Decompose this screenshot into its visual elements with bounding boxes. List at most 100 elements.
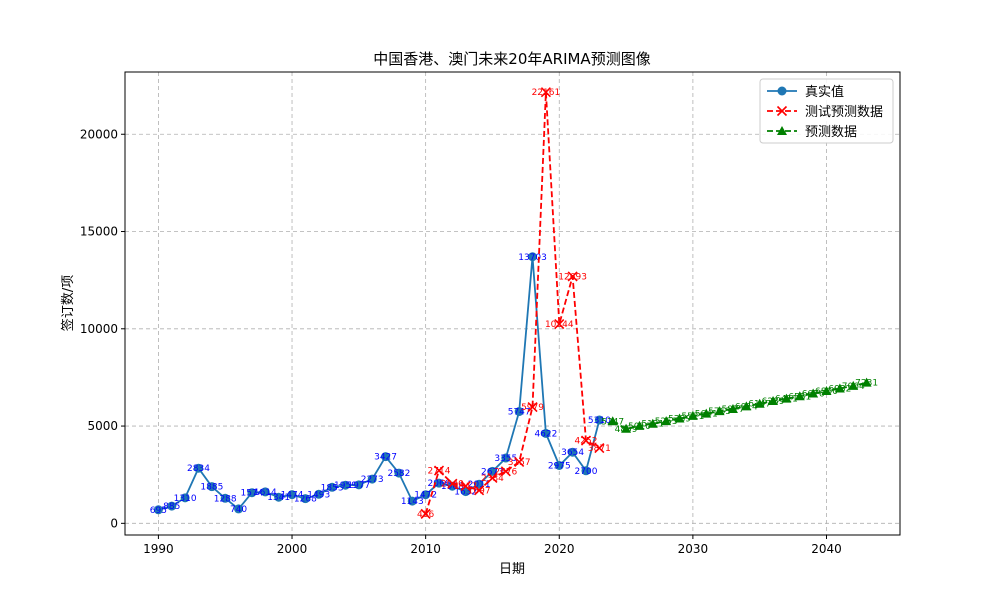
data-point: [433, 465, 445, 476]
data-point: [381, 452, 391, 462]
data-point: [327, 482, 337, 492]
data-label: 1341: [267, 493, 290, 503]
data-point: [220, 493, 230, 503]
data-label: 885: [163, 502, 180, 512]
data-point: [487, 472, 498, 483]
y-tick-label: 5000: [87, 419, 118, 433]
data-point: [554, 460, 564, 470]
data-point: [421, 490, 431, 500]
data-point: [727, 403, 738, 413]
data-label: 3157: [508, 458, 531, 468]
data-label: 4252: [575, 437, 598, 447]
data-label: 4622: [534, 429, 557, 439]
data-point: [808, 388, 819, 398]
data-point: [447, 478, 458, 489]
data-label: 1574: [240, 489, 263, 499]
data-label: 1908: [441, 482, 464, 492]
data-label: 1853: [321, 483, 344, 493]
data-label: 5010: [628, 422, 651, 432]
data-label: 5877: [722, 405, 745, 415]
data-label: 3871: [588, 444, 611, 454]
series-1: 6958851310283418851288740157416141341147…: [150, 252, 611, 516]
data-point: [247, 488, 257, 498]
data-point: [821, 386, 832, 396]
data-label: 2673: [481, 467, 504, 477]
data-label: 6531: [788, 392, 811, 402]
data-label: 1977: [347, 481, 370, 491]
data-label: 10244: [545, 320, 574, 330]
data-point: [861, 377, 872, 387]
data-label: 5389: [668, 414, 691, 424]
data-label: 5521: [681, 412, 704, 422]
data-label: 3355: [494, 454, 517, 464]
y-axis-label: 签订数/项: [60, 275, 76, 331]
data-point: [714, 406, 725, 416]
data-label: 2700: [575, 467, 598, 477]
y-tick-label: 20000: [80, 127, 118, 141]
data-label: 1268: [294, 495, 317, 505]
legend-label: 预测数据: [805, 125, 857, 140]
data-label: 5641: [695, 410, 718, 420]
series-3: 5247485950105121525353895521564157655877…: [601, 377, 878, 435]
data-point: [781, 393, 792, 403]
data-point: [367, 474, 377, 484]
data-label: 2582: [387, 469, 410, 479]
data-point: [568, 447, 578, 457]
data-label: 2011: [468, 480, 491, 490]
data-point: [474, 485, 485, 496]
data-label: 6147: [748, 400, 771, 410]
legend-box: [759, 78, 894, 144]
data-point: [541, 428, 551, 438]
data-point: [314, 489, 324, 499]
data-label: 2066: [428, 479, 451, 489]
data-label: 6676: [802, 389, 825, 399]
legend-label: 测试预测数据: [805, 105, 883, 120]
data-point: [768, 395, 779, 405]
data-point: [674, 413, 685, 423]
data-label: 6289: [762, 397, 785, 407]
y-tick-label: 15000: [80, 225, 118, 239]
data-label: 1310: [174, 494, 197, 504]
data-point: [634, 420, 645, 430]
data-point: [581, 466, 591, 476]
data-point: [487, 466, 497, 476]
plot-background: [125, 72, 900, 535]
data-label: 1143: [401, 497, 424, 507]
legend-label: 真实值: [805, 84, 844, 100]
data-point: [848, 380, 859, 390]
chart-title: 中国香港、澳门未来20年ARIMA预测图像: [373, 50, 650, 68]
data-label: 6014: [735, 402, 758, 412]
data-point: [167, 501, 177, 511]
data-label: 2975: [548, 461, 571, 471]
data-label: 1472: [414, 491, 437, 501]
data-point: [607, 416, 618, 426]
data-point: [340, 480, 350, 490]
y-tick-label: 0: [110, 516, 118, 530]
data-point: [207, 482, 217, 492]
data-point: [794, 391, 805, 401]
data-point: [500, 466, 511, 477]
data-point: [594, 415, 604, 425]
data-label: 6932: [828, 384, 851, 394]
data-point: [647, 418, 658, 428]
data-point: [501, 453, 511, 463]
data-label: 2676: [494, 467, 517, 477]
data-point: [394, 468, 404, 478]
data-point: [527, 401, 538, 413]
legend-marker: [776, 105, 788, 117]
data-point: [474, 479, 484, 489]
data-label: 486: [417, 510, 434, 520]
data-label: 7231: [855, 379, 878, 389]
data-point: [540, 87, 551, 98]
data-point: [567, 271, 578, 282]
data-point: [661, 416, 672, 426]
data-point: [701, 408, 712, 418]
x-tick-label: 2000: [277, 542, 308, 556]
data-label: 5247: [601, 417, 624, 427]
data-point: [193, 463, 203, 473]
data-label: 3654: [561, 448, 584, 458]
data-point: [528, 252, 538, 262]
data-point: [420, 508, 431, 519]
